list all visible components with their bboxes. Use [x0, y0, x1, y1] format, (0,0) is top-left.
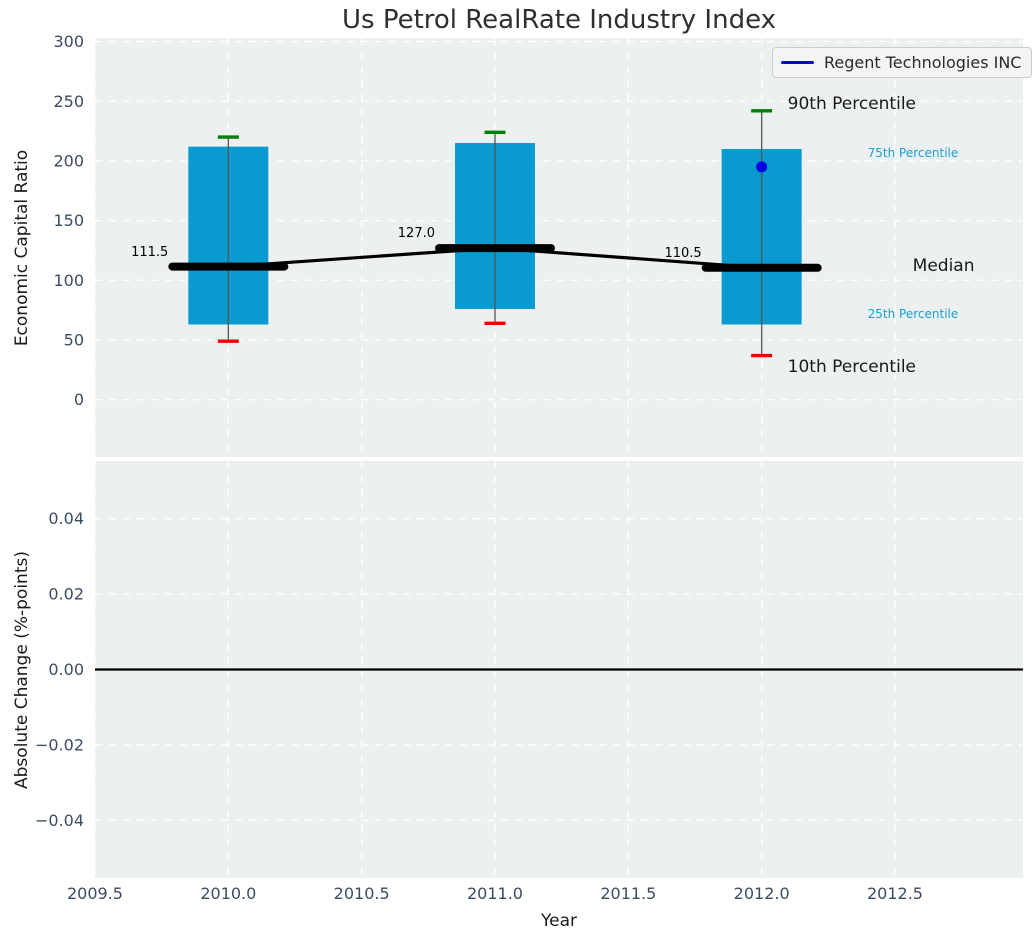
median-value-annotation: 111.5 — [131, 244, 169, 260]
bottom-y-tick-label: −0.04 — [35, 811, 84, 830]
x-tick-label: 2010.5 — [334, 884, 390, 903]
label-90th-percentile: 90th Percentile — [787, 93, 917, 114]
label-25th-percentile: 25th Percentile — [867, 307, 959, 322]
median-value-annotation: 127.0 — [397, 226, 435, 242]
label-75th-percentile: 75th Percentile — [867, 146, 959, 161]
bottom-y-tick-label: −0.02 — [35, 735, 84, 754]
bottom-y-axis-label: Absolute Change (%-points) — [12, 551, 32, 789]
top-y-tick-label: 50 — [64, 331, 84, 350]
x-tick-label: 2011.5 — [600, 884, 656, 903]
legend-line-swatch — [781, 61, 814, 64]
top-y-tick-label: 100 — [53, 271, 84, 290]
bottom-y-tick-label: 0.04 — [48, 509, 84, 528]
top-y-tick-label: 0 — [74, 390, 84, 409]
x-axis-label: Year — [541, 911, 577, 931]
x-tick-label: 2010.0 — [200, 884, 256, 903]
x-tick-label: 2011.0 — [467, 884, 523, 903]
x-tick-label: 2012.0 — [734, 884, 790, 903]
median-value-annotation: 110.5 — [664, 245, 702, 261]
top-y-axis-label: Economic Capital Ratio — [12, 149, 32, 347]
top-y-tick-label: 250 — [53, 92, 84, 111]
label-10th-percentile: 10th Percentile — [787, 356, 917, 377]
legend: Regent Technologies INC — [772, 47, 1033, 78]
bottom-y-tick-label: 0.00 — [48, 660, 84, 679]
x-tick-label: 2012.5 — [867, 884, 923, 903]
top-y-tick-label: 150 — [53, 211, 84, 230]
company-data-point — [756, 161, 768, 173]
chart-title: Us Petrol RealRate Industry Index — [341, 5, 776, 35]
top-y-tick-label: 300 — [53, 32, 84, 51]
x-tick-label: 2009.5 — [67, 884, 123, 903]
legend-label: Regent Technologies INC — [824, 53, 1022, 72]
top-y-tick-label: 200 — [53, 151, 84, 170]
bottom-y-tick-label: 0.02 — [48, 585, 84, 604]
label-median: Median — [912, 255, 975, 276]
